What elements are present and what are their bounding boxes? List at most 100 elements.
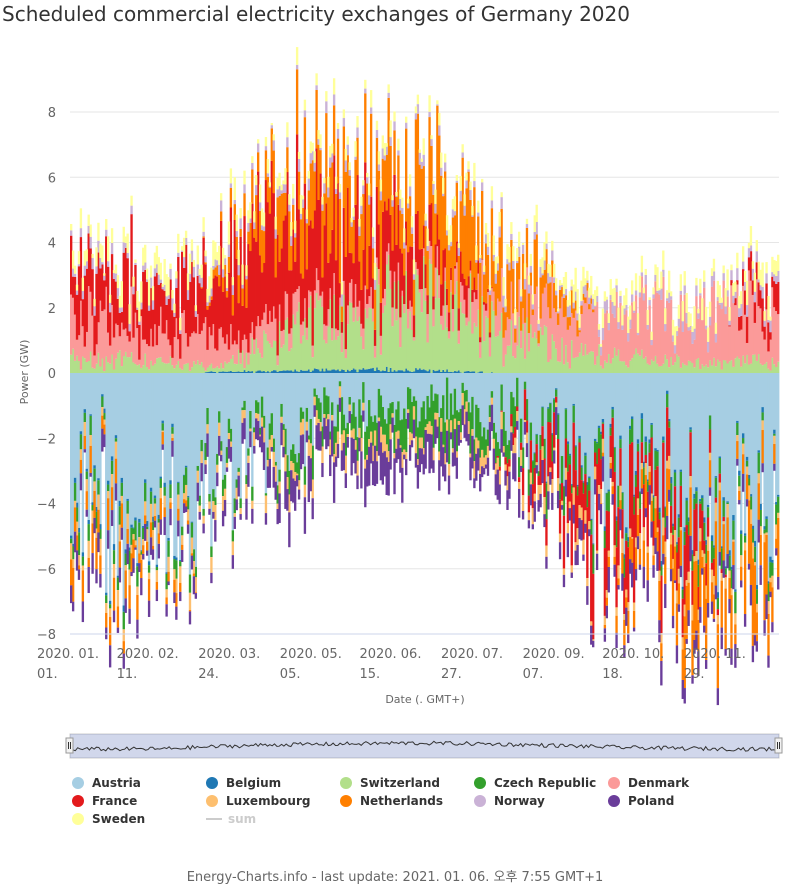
- bar-segment: [751, 645, 755, 663]
- legend-item-sum[interactable]: sum: [206, 811, 256, 827]
- series-luxembourg[interactable]: [70, 386, 780, 650]
- bar-segment: [666, 290, 669, 299]
- bar-segment: [124, 351, 127, 373]
- bar-segment: [726, 502, 729, 505]
- bar-segment: [163, 290, 166, 334]
- bar-segment: [262, 263, 266, 313]
- legend-item-austria[interactable]: Austria: [72, 775, 141, 791]
- bar-segment: [531, 309, 534, 316]
- bar-segment: [206, 309, 209, 350]
- bar-segment: [167, 363, 170, 373]
- bar-segment: [615, 607, 618, 616]
- bar-segment: [666, 407, 669, 461]
- bar-segment: [527, 512, 531, 521]
- bar-segment: [140, 373, 143, 551]
- bar-segment: [83, 358, 86, 373]
- bar-segment: [147, 600, 151, 617]
- bar-segment: [177, 494, 180, 509]
- navigator[interactable]: [65, 733, 783, 759]
- bar-segment: [350, 253, 353, 280]
- bar-segment: [482, 341, 486, 373]
- navigator-left-handle[interactable]: [65, 737, 74, 754]
- bar-segment: [338, 297, 342, 306]
- legend-item-czech-republic[interactable]: Czech Republic: [474, 775, 596, 791]
- bar-segment: [424, 370, 427, 373]
- bar-segment: [537, 330, 540, 344]
- bar-segment: [208, 365, 211, 372]
- legend-item-belgium[interactable]: Belgium: [206, 775, 281, 791]
- bar-segment: [572, 308, 575, 318]
- bar-segment: [777, 576, 780, 590]
- bar-segment: [445, 215, 449, 231]
- legend-item-switzerland[interactable]: Switzerland: [340, 775, 440, 791]
- bar-segment: [387, 97, 390, 199]
- bar-segment: [479, 373, 482, 423]
- bar-segment: [560, 296, 564, 338]
- bar-segment: [307, 373, 310, 436]
- bar-segment: [755, 360, 758, 373]
- bar-segment: [249, 371, 252, 373]
- bar-segment: [348, 404, 351, 412]
- bar-segment: [508, 246, 511, 263]
- series-sweden[interactable]: [70, 47, 780, 347]
- navigator-selection[interactable]: [70, 734, 779, 758]
- bar-segment: [167, 277, 170, 296]
- bar-segment: [615, 292, 618, 356]
- bar-segment: [660, 575, 663, 634]
- legend-item-luxembourg[interactable]: Luxembourg: [206, 793, 310, 809]
- bar-segment: [255, 400, 258, 414]
- bar-segment: [445, 327, 449, 370]
- legend-item-norway[interactable]: Norway: [474, 793, 545, 809]
- bar-segment: [118, 336, 122, 351]
- bar-segment: [753, 546, 757, 563]
- legend-item-sweden[interactable]: Sweden: [72, 811, 145, 827]
- series-czech-republic[interactable]: [70, 377, 780, 630]
- series-france[interactable]: [70, 134, 780, 640]
- navigator-right-handle[interactable]: [774, 737, 783, 754]
- bar-segment: [412, 419, 416, 439]
- bar-segment: [693, 493, 696, 499]
- series-austria[interactable]: [70, 373, 780, 606]
- bar-segment: [116, 298, 120, 325]
- bar-segment: [286, 137, 289, 148]
- bar-segment: [510, 239, 513, 282]
- legend-item-netherlands[interactable]: Netherlands: [340, 793, 443, 809]
- bar-segment: [140, 554, 143, 560]
- bar-segment: [671, 558, 675, 569]
- series-norway[interactable]: [70, 64, 780, 356]
- bar-segment: [738, 475, 741, 487]
- bar-segment: [593, 466, 597, 480]
- bar-segment: [514, 309, 517, 326]
- bar-segment: [426, 295, 429, 315]
- bar-segment: [358, 427, 361, 438]
- legend-item-poland[interactable]: Poland: [608, 793, 674, 809]
- bar-segment: [545, 283, 548, 327]
- legend-item-france[interactable]: France: [72, 793, 137, 809]
- bar-segment: [632, 627, 636, 632]
- bar-segment: [223, 258, 227, 265]
- series-belgium[interactable]: [70, 366, 780, 612]
- bar-segment: [443, 281, 447, 372]
- bar-segment: [233, 513, 236, 517]
- bar-segment: [535, 433, 538, 435]
- bar-segment: [683, 373, 686, 528]
- bar-segment: [303, 99, 307, 111]
- series-denmark[interactable]: [70, 240, 780, 372]
- bar-segment: [494, 474, 497, 496]
- bar-segment: [681, 649, 684, 680]
- bar-segment: [317, 280, 320, 301]
- bar-segment: [775, 260, 778, 277]
- bar-segment: [525, 432, 529, 444]
- bar-segment: [451, 217, 455, 295]
- bar-segment: [132, 337, 135, 363]
- bar-segment: [393, 373, 396, 425]
- bar-segment: [490, 200, 494, 209]
- legend-item-denmark[interactable]: Denmark: [608, 775, 689, 791]
- bar-segment: [519, 301, 523, 331]
- series-netherlands[interactable]: [70, 69, 780, 689]
- series-poland[interactable]: [70, 397, 780, 706]
- series-switzerland[interactable]: [70, 254, 780, 373]
- bar-segment: [338, 381, 342, 387]
- bar-segment: [422, 225, 425, 249]
